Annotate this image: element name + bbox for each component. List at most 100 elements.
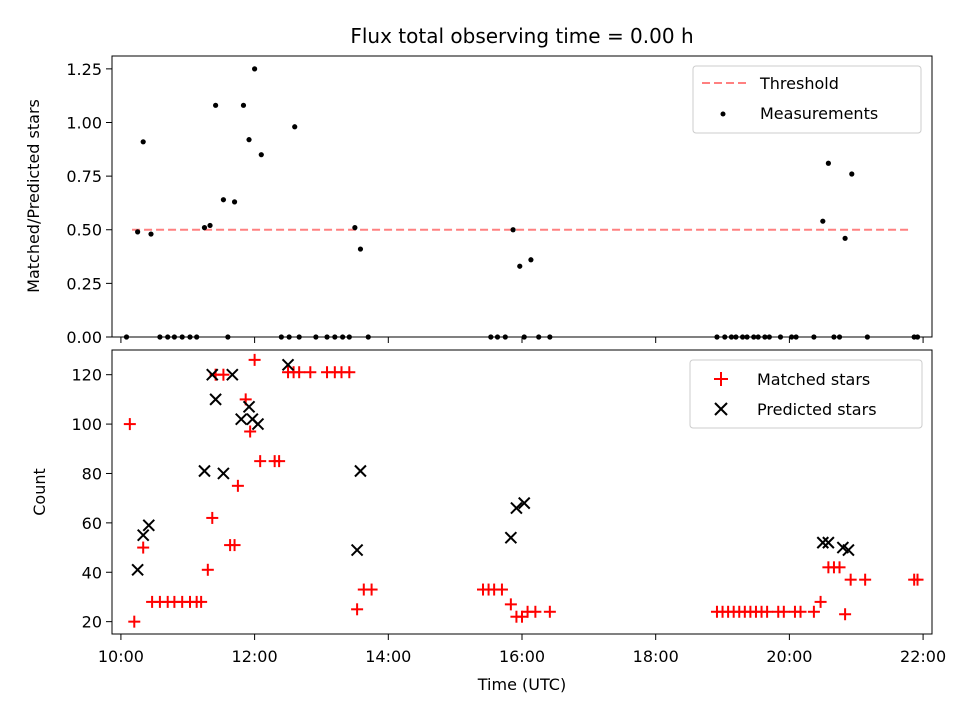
matched-star-point xyxy=(128,615,141,628)
measurement-point xyxy=(252,66,258,72)
measurement-point xyxy=(766,334,772,340)
measurement-point xyxy=(278,334,284,340)
measurement-point xyxy=(201,225,208,231)
measurement-point xyxy=(722,334,728,340)
measurement-point xyxy=(744,334,750,340)
legend-threshold-label: Threshold xyxy=(759,74,839,93)
legend-predicted-label: Predicted stars xyxy=(757,400,877,419)
measurement-point xyxy=(313,334,319,340)
legend-matched-label: Matched stars xyxy=(757,370,870,389)
predicted-star-point xyxy=(209,393,222,406)
x-tick-label: 18:00 xyxy=(633,647,679,666)
measurement-point xyxy=(171,334,177,340)
x-axis-label: Time (UTC) xyxy=(477,675,566,694)
matched-star-point xyxy=(911,573,924,586)
matched-stars-points xyxy=(123,353,924,628)
matched-star-point xyxy=(814,595,827,608)
matched-star-point xyxy=(365,583,378,596)
legend-measurements-label: Measurements xyxy=(760,104,878,123)
legend-matched-swatch xyxy=(714,372,728,386)
measurement-point xyxy=(286,334,292,340)
matched-star-point xyxy=(777,605,790,618)
measurement-point xyxy=(502,334,508,340)
bottom-y-ticks: 20 40 60 80 100 120 xyxy=(71,366,112,632)
measurement-point xyxy=(733,334,739,340)
top-y-tick-label: 0.00 xyxy=(66,328,102,347)
measurement-point xyxy=(231,199,238,205)
predicted-star-point xyxy=(242,400,256,414)
matched-star-point xyxy=(807,605,820,618)
measurement-point xyxy=(187,334,193,340)
matched-star-point xyxy=(833,561,846,574)
matched-star-point xyxy=(273,455,286,468)
top-y-tick-label: 1.00 xyxy=(66,113,102,132)
legend-measurements-swatch xyxy=(720,111,726,117)
matched-star-point xyxy=(201,563,214,576)
matched-star-point xyxy=(859,573,872,586)
predicted-star-point xyxy=(518,496,531,510)
matched-star-point xyxy=(206,511,219,524)
matched-star-point xyxy=(195,595,208,608)
bottom-legend-box xyxy=(689,359,923,429)
matched-star-point xyxy=(244,425,257,438)
measurement-point xyxy=(820,218,826,224)
top-panel: Matched/Predicted stars 0.00 0.25 0.50 0.75… xyxy=(24,55,933,347)
legend-predicted-swatch xyxy=(714,402,728,416)
predicted-star-point xyxy=(281,358,295,372)
predicted-star-point xyxy=(226,368,239,381)
predicted-star-point xyxy=(235,412,248,426)
measurement-point xyxy=(510,227,516,233)
measurement-point xyxy=(789,334,795,340)
measurement-point xyxy=(849,171,855,177)
measurement-points xyxy=(123,66,921,340)
measurement-point xyxy=(140,139,146,145)
measurement-point xyxy=(528,257,534,263)
measurement-point xyxy=(346,334,352,340)
matched-star-point xyxy=(123,418,136,431)
measurement-point xyxy=(521,334,527,340)
bottom-panel: Count Time (UTC) 20 40 60 80 100 120 10:00 12:… xyxy=(30,349,946,694)
measurement-point xyxy=(755,334,761,340)
top-y-tick-label: 1.25 xyxy=(66,60,102,79)
matched-star-point xyxy=(839,608,852,621)
top-y-tick-label: 0.75 xyxy=(66,167,102,186)
matched-star-point xyxy=(351,603,364,616)
top-x-ticks xyxy=(120,337,924,343)
matched-star-point xyxy=(794,605,807,618)
top-y-axis-label: Matched/Predicted stars xyxy=(24,99,43,293)
measurement-point xyxy=(762,334,768,340)
predicted-stars-points xyxy=(131,358,855,576)
measurement-point xyxy=(914,334,921,340)
matched-star-point xyxy=(137,541,150,554)
predicted-star-point xyxy=(822,536,835,549)
measurement-point xyxy=(332,334,338,340)
top-legend-box xyxy=(692,65,922,134)
measurement-point xyxy=(240,102,247,108)
matched-star-point xyxy=(761,605,774,618)
matched-star-point xyxy=(228,539,241,552)
measurement-point xyxy=(842,235,848,241)
measurement-point xyxy=(213,102,219,108)
predicted-star-point xyxy=(816,536,830,549)
measurement-point xyxy=(340,334,346,340)
matched-star-point xyxy=(231,479,244,492)
chart-title: Flux total observing time = 0.00 h xyxy=(350,24,693,48)
matched-star-point xyxy=(504,598,517,611)
predicted-star-point xyxy=(251,417,265,431)
predicted-star-point xyxy=(206,368,219,381)
measurement-point xyxy=(811,334,817,340)
measurement-point xyxy=(135,229,141,235)
x-tick-label: 16:00 xyxy=(499,647,545,666)
measurement-point xyxy=(324,334,330,340)
x-tick-label: 22:00 xyxy=(900,647,946,666)
measurement-point xyxy=(123,334,130,340)
measurement-point xyxy=(831,334,837,340)
bottom-y-tick-label: 60 xyxy=(82,514,102,533)
matched-star-point xyxy=(495,583,508,596)
measurement-point xyxy=(220,197,227,203)
bottom-y-axis-label: Count xyxy=(30,468,49,516)
x-tick-label: 14:00 xyxy=(365,647,411,666)
matched-star-point xyxy=(248,353,261,366)
predicted-star-point xyxy=(504,531,518,544)
predicted-star-point xyxy=(198,464,211,478)
